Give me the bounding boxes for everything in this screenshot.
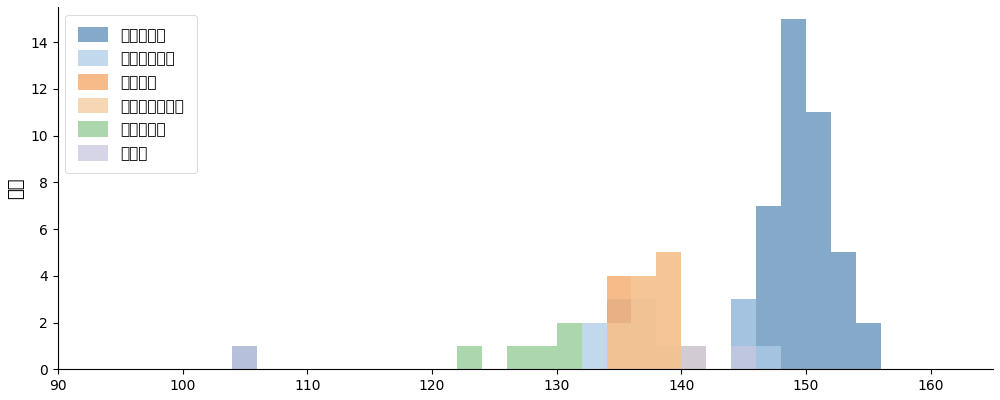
Bar (806, 112, 831, 369)
Bar (731, 299, 756, 369)
Bar (656, 252, 681, 369)
Bar (631, 276, 656, 369)
Bar (681, 346, 706, 369)
Bar (582, 322, 607, 369)
Y-axis label: 球数: 球数 (7, 177, 25, 199)
Bar (856, 322, 881, 369)
Bar (232, 346, 257, 369)
Bar (557, 322, 582, 369)
Bar (756, 206, 781, 369)
Bar (631, 299, 656, 369)
Bar (607, 276, 631, 369)
Bar (607, 299, 631, 369)
Bar (756, 346, 781, 369)
Bar (631, 276, 656, 369)
Bar (457, 346, 482, 369)
Bar (607, 322, 631, 369)
Bar (831, 252, 856, 369)
Bar (781, 19, 806, 369)
Bar (656, 346, 681, 369)
Bar (232, 346, 257, 369)
Bar (681, 346, 706, 369)
Bar (731, 299, 756, 369)
Bar (656, 252, 681, 369)
Legend: ストレート, カットボール, フォーク, チェンジアップ, スライダー, カーブ: ストレート, カットボール, フォーク, チェンジアップ, スライダー, カーブ (65, 14, 197, 173)
Bar (731, 346, 756, 369)
Bar (532, 346, 557, 369)
Bar (507, 346, 532, 369)
